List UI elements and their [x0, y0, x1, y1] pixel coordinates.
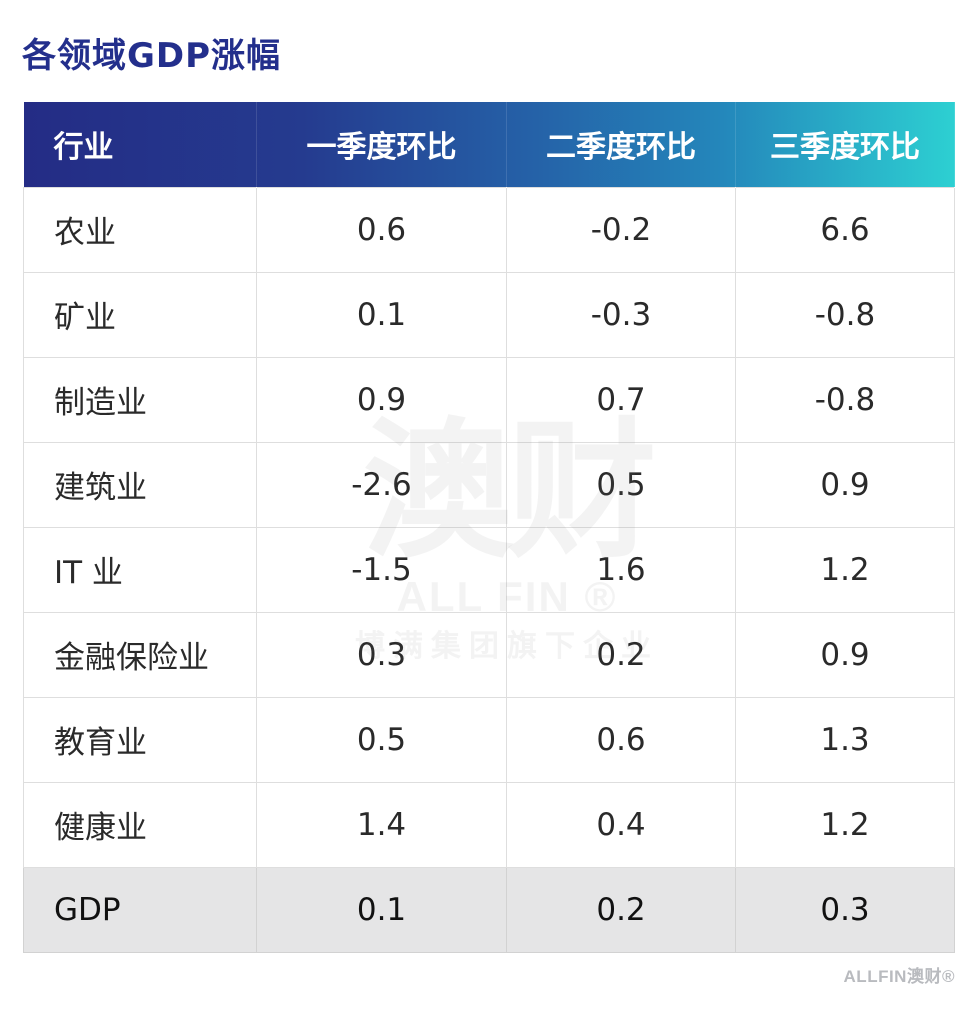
header-q3: 三季度环比 [735, 102, 955, 187]
industry-cell: 矿业 [23, 271, 257, 358]
gdp-growth-table: 行业 一季度环比 二季度环比 三季度环比 农业 0.6 -0.2 6.6 矿业 … [23, 102, 955, 953]
q1-cell: -1.5 [256, 526, 507, 613]
q2-cell: -0.3 [506, 271, 736, 358]
industry-cell: 教育业 [23, 696, 257, 783]
q1-cell: 0.3 [256, 611, 507, 698]
q2-cell: 1.6 [506, 526, 736, 613]
q3-cell: -0.8 [735, 356, 955, 443]
industry-cell: GDP [23, 866, 257, 953]
table-row: 健康业 1.4 0.4 1.2 [23, 781, 955, 868]
q3-cell: 1.3 [735, 696, 955, 783]
q2-cell: 0.7 [506, 356, 736, 443]
q3-cell: 0.9 [735, 441, 955, 528]
header-q1: 一季度环比 [256, 102, 507, 187]
table-row: 矿业 0.1 -0.3 -0.8 [23, 271, 955, 358]
q3-cell: 1.2 [735, 526, 955, 613]
table-row: IT 业 -1.5 1.6 1.2 [23, 526, 955, 613]
q1-cell: 0.1 [256, 866, 507, 953]
q3-cell: 6.6 [735, 186, 955, 273]
table-row: 建筑业 -2.6 0.5 0.9 [23, 441, 955, 528]
table-header-row: 行业 一季度环比 二季度环比 三季度环比 [23, 102, 955, 187]
table-row: 金融保险业 0.3 0.2 0.9 [23, 611, 955, 698]
q1-cell: 0.6 [256, 186, 507, 273]
industry-cell: 健康业 [23, 781, 257, 868]
q1-cell: 0.9 [256, 356, 507, 443]
q1-cell: 0.1 [256, 271, 507, 358]
q3-cell: 1.2 [735, 781, 955, 868]
q2-cell: 0.6 [506, 696, 736, 783]
q2-cell: -0.2 [506, 186, 736, 273]
table-row: 农业 0.6 -0.2 6.6 [23, 186, 955, 273]
footer-logo: ALLFIN澳财® [843, 967, 955, 986]
industry-cell: 制造业 [23, 356, 257, 443]
q3-cell: -0.8 [735, 271, 955, 358]
gdp-table-container: 行业 一季度环比 二季度环比 三季度环比 农业 0.6 -0.2 6.6 矿业 … [23, 102, 955, 953]
q1-cell: -2.6 [256, 441, 507, 528]
industry-cell: IT 业 [23, 526, 257, 613]
table-row-total-gdp: GDP 0.1 0.2 0.3 [23, 866, 955, 953]
q2-cell: 0.4 [506, 781, 736, 868]
header-q2: 二季度环比 [506, 102, 736, 187]
table-row: 教育业 0.5 0.6 1.3 [23, 696, 955, 783]
q1-cell: 1.4 [256, 781, 507, 868]
industry-cell: 金融保险业 [23, 611, 257, 698]
q1-cell: 0.5 [256, 696, 507, 783]
q3-cell: 0.9 [735, 611, 955, 698]
industry-cell: 建筑业 [23, 441, 257, 528]
q2-cell: 0.5 [506, 441, 736, 528]
q3-cell: 0.3 [735, 866, 955, 953]
page-title: 各领域GDP涨幅 [22, 36, 282, 76]
header-industry: 行业 [23, 102, 257, 187]
table-row: 制造业 0.9 0.7 -0.8 [23, 356, 955, 443]
q2-cell: 0.2 [506, 866, 736, 953]
q2-cell: 0.2 [506, 611, 736, 698]
industry-cell: 农业 [23, 186, 257, 273]
